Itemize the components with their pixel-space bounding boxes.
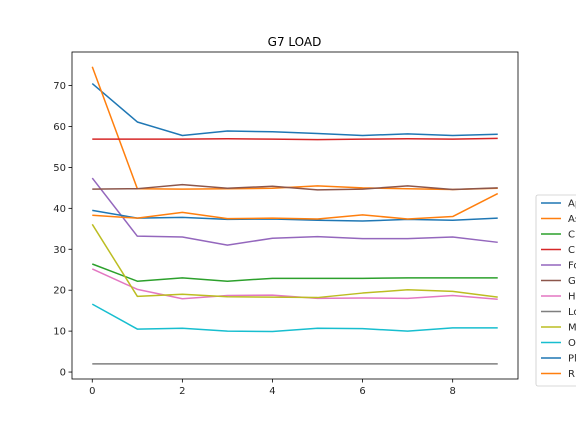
x-tick-label: 4 xyxy=(269,386,275,397)
legend-label: C xyxy=(568,245,575,256)
y-axis: 0 10 20 30 40 50 60 70 xyxy=(53,81,72,379)
legend-label: Ap xyxy=(568,199,576,210)
y-tick-label: 10 xyxy=(53,327,66,338)
plot-frame xyxy=(71,51,519,380)
y-tick-label: 20 xyxy=(53,286,66,297)
legend-label: As xyxy=(568,214,576,225)
series-line-4 xyxy=(91,177,498,246)
x-tick-label: 6 xyxy=(359,386,365,397)
legend-label: O xyxy=(568,338,576,349)
series-layer xyxy=(91,66,499,365)
x-tick-label: 0 xyxy=(89,386,95,397)
legend-label: Lo xyxy=(568,307,576,318)
y-tick-label: 70 xyxy=(53,81,66,92)
series-line-0 xyxy=(91,82,498,137)
legend-label: M xyxy=(568,323,576,334)
x-tick-label: 8 xyxy=(449,386,455,397)
legend-label: Fo xyxy=(568,261,576,272)
series-line-3 xyxy=(92,137,498,141)
legend-label: R xyxy=(568,369,575,380)
series-line-11 xyxy=(92,192,499,220)
x-axis: 0 2 4 6 8 xyxy=(89,379,456,397)
series-line-2 xyxy=(92,263,498,282)
y-tick-label: 0 xyxy=(60,368,66,379)
y-tick-label: 50 xyxy=(53,163,66,174)
y-tick-label: 30 xyxy=(53,245,66,256)
legend-label: G xyxy=(568,276,576,287)
series-line-5 xyxy=(92,183,498,191)
series-line-9 xyxy=(91,303,498,333)
legend-label: C xyxy=(568,230,575,241)
legend-label: H xyxy=(568,292,576,303)
series-line-1 xyxy=(91,66,498,191)
legend: Ap As CC Fo GH Lo MO Pl R xyxy=(535,194,576,387)
chart-title: G7 LOAD xyxy=(268,35,322,49)
y-tick-label: 40 xyxy=(53,204,66,215)
x-tick-label: 2 xyxy=(179,386,185,397)
series-line-10 xyxy=(92,209,498,222)
legend-label: Pl xyxy=(568,354,576,365)
series-line-8 xyxy=(91,223,498,299)
y-tick-label: 60 xyxy=(53,122,66,133)
legend-box xyxy=(535,194,576,387)
